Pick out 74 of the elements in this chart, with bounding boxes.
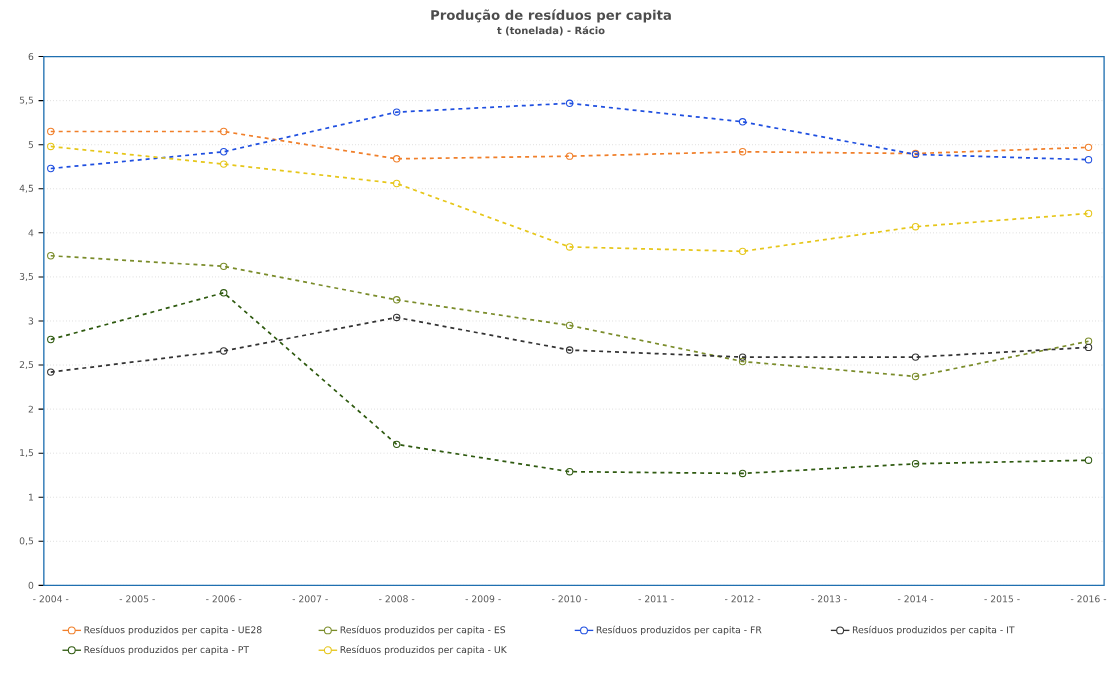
y-tick-label: 4,5 (19, 184, 34, 193)
point (1084, 143, 1093, 152)
legend-label: Resíduos produzidos per capita - FR (596, 625, 762, 636)
point (47, 127, 55, 136)
point (220, 262, 228, 271)
x-tick-label: - 2005 - (119, 595, 155, 603)
point (738, 469, 747, 478)
point (47, 368, 55, 376)
point (911, 460, 920, 468)
y-tick-label: 2 (28, 405, 33, 413)
legend-label: Resíduos produzidos per capita - UK (340, 645, 507, 655)
point (220, 160, 228, 168)
x-tick-label: - 2009 - (465, 595, 501, 603)
point (220, 127, 228, 136)
point (738, 357, 747, 366)
point (392, 179, 401, 188)
point (220, 347, 228, 355)
y-tick-label: 3 (28, 317, 34, 325)
point (47, 335, 55, 344)
y-tick-label: 0 (28, 581, 34, 589)
point (738, 353, 747, 361)
point (738, 247, 747, 256)
y-tick-label: 2,5 (19, 361, 34, 370)
point (220, 148, 228, 156)
y-tick-label: 1,5 (20, 449, 34, 458)
y-tick-label: 3,5 (19, 272, 34, 281)
point (1084, 155, 1093, 164)
x-tick-label: - 2015 - (984, 595, 1020, 603)
point (1084, 343, 1093, 352)
legend-label: Resíduos produzidos per capita - ES (340, 625, 506, 636)
x-tick-label: - 2007 - (292, 595, 328, 603)
point (565, 243, 574, 251)
point (220, 289, 228, 297)
legend-label: Resíduos produzidos per capita - UE28 (84, 625, 262, 636)
y-tick-label: 1 (29, 493, 34, 501)
point (1084, 209, 1093, 218)
point (911, 372, 920, 381)
point (911, 353, 920, 361)
point (47, 164, 55, 173)
x-tick-label: - 2012 - (724, 595, 761, 603)
point (47, 252, 55, 260)
x-tick-label: - 2010 - (552, 595, 588, 603)
point (911, 222, 920, 231)
point (738, 118, 747, 126)
y-tick-label: 5 (28, 141, 34, 149)
point (392, 296, 401, 304)
point (565, 152, 574, 160)
point (1084, 337, 1093, 345)
x-tick-label: - 2008 - (379, 595, 415, 603)
x-tick-label: - 2014 - (897, 595, 934, 603)
x-tick-label: - 2004 - (33, 595, 69, 603)
point (1084, 456, 1093, 464)
y-tick-label: 6 (28, 53, 34, 61)
point (565, 99, 574, 107)
chart-title: Produção de resíduos per capita (431, 9, 671, 23)
point (565, 321, 574, 330)
point (392, 313, 401, 322)
y-tick-label: 0,5 (19, 537, 34, 546)
x-tick-label: - 2006 - (206, 595, 242, 603)
x-tick-label: - 2016 - (1070, 595, 1107, 603)
legend-label: Resíduos produzidos per capita - PT (84, 645, 250, 655)
y-tick-label: 4 (28, 229, 34, 237)
point (47, 142, 55, 151)
point (392, 108, 401, 116)
point (392, 155, 401, 163)
chart-subtitle: t (tonelada) - Rácio (497, 26, 605, 36)
x-tick-label: - 2013 - (811, 595, 847, 603)
legend-label: Resíduos produzidos per capita - IT (852, 625, 1015, 636)
x-tick-label: - 2011 - (638, 595, 674, 603)
point (565, 346, 574, 354)
point (565, 467, 574, 476)
point (392, 440, 401, 449)
y-tick-label: 5,5 (19, 96, 34, 105)
point (738, 148, 747, 156)
